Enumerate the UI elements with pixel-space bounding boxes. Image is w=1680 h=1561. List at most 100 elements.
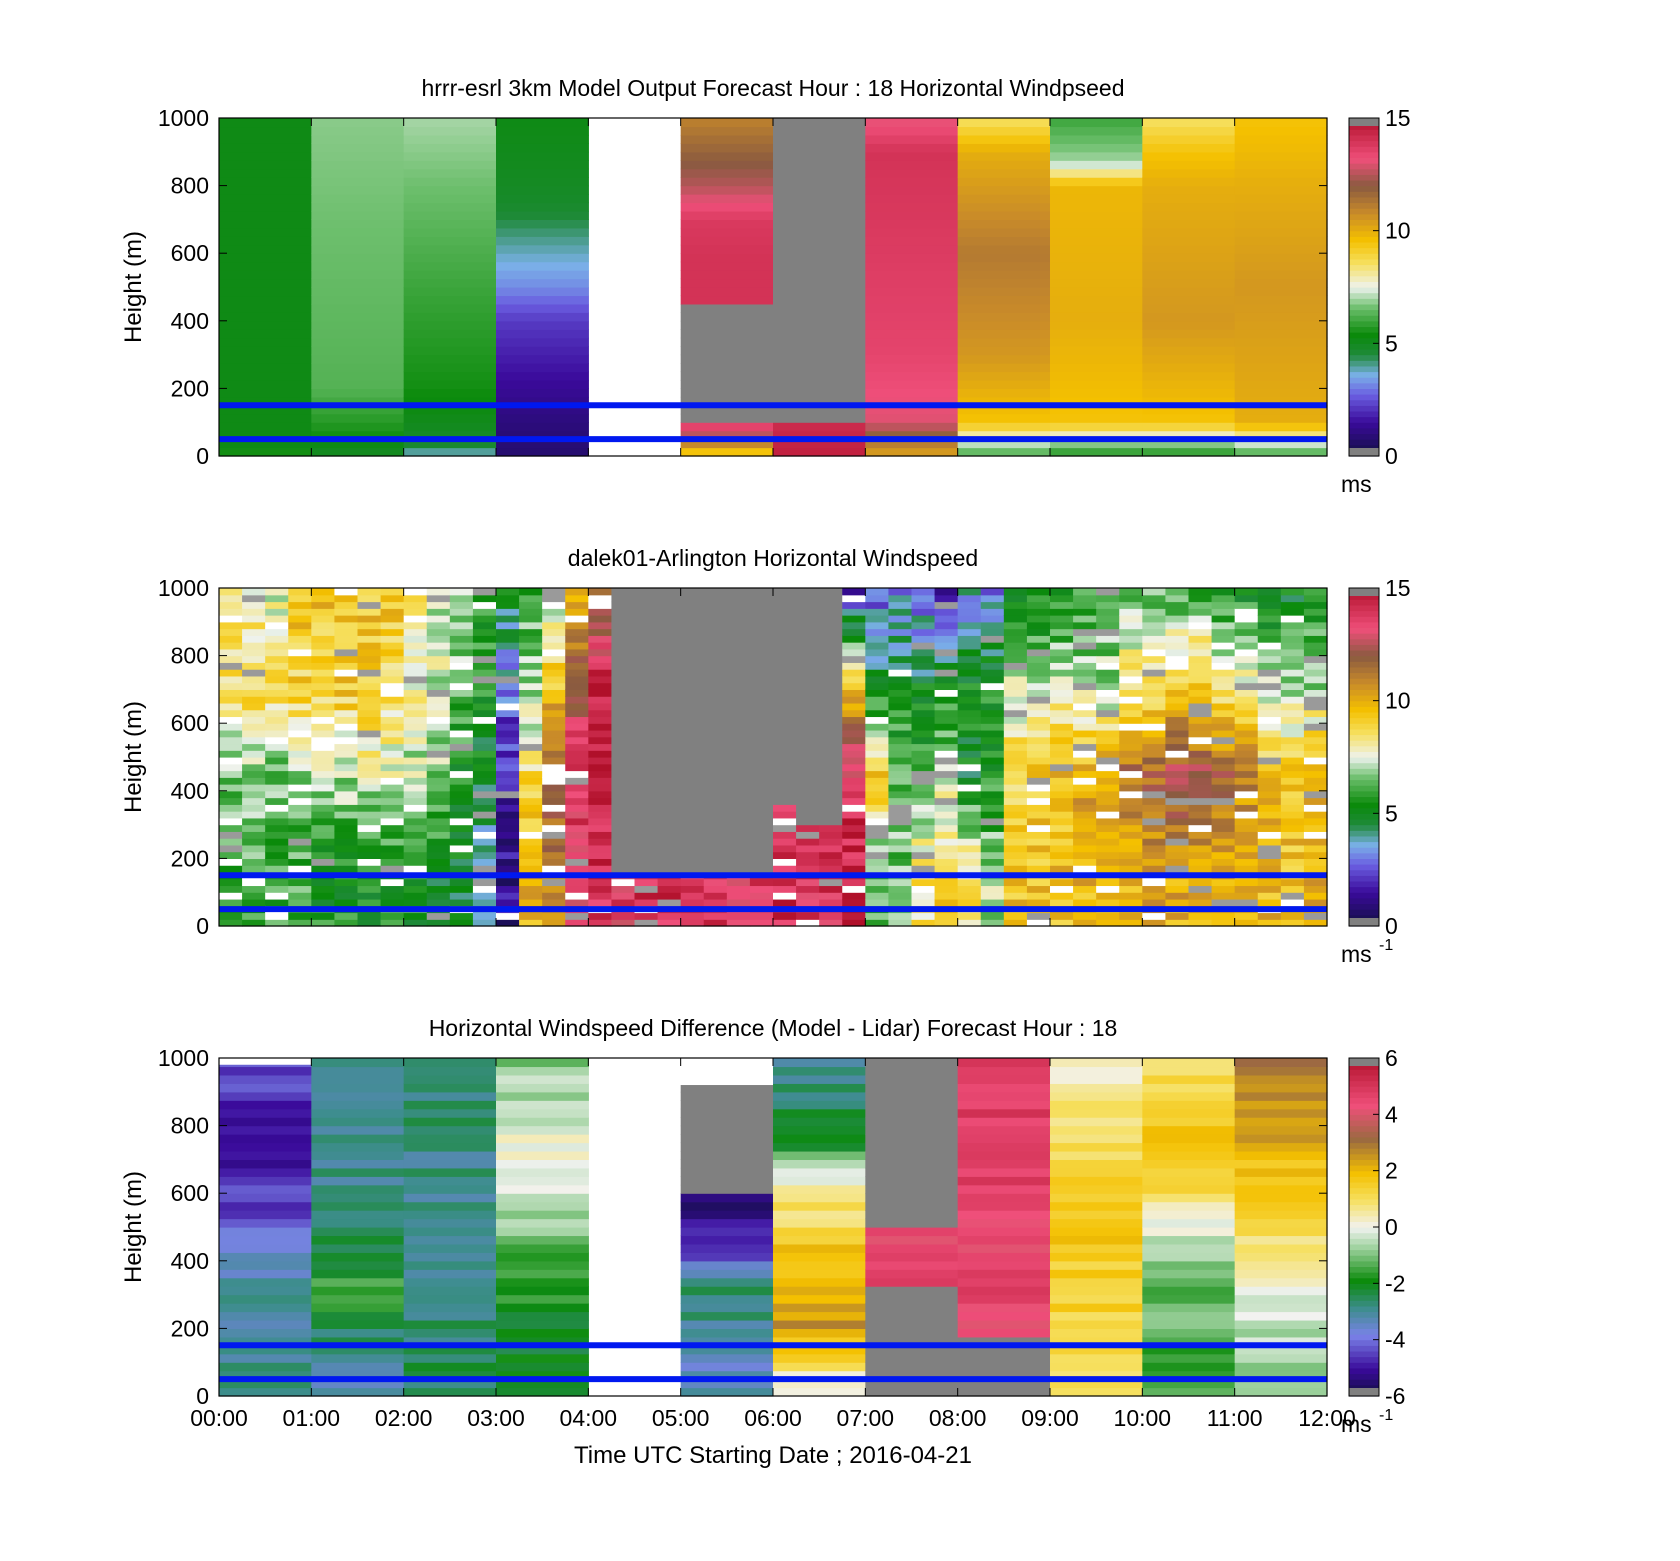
heatmap-cell (403, 811, 428, 819)
heatmap-cell (1026, 804, 1051, 812)
heatmap-cell (726, 669, 751, 677)
heatmap-cell (311, 379, 405, 389)
heatmap-cell (957, 729, 982, 738)
heatmap-cell (357, 838, 382, 846)
x-tick-label: 03:00 (467, 1405, 525, 1431)
heatmap-cell (403, 320, 497, 330)
heatmap-cell (911, 750, 936, 758)
heatmap-cell (773, 594, 797, 603)
heatmap-cell (911, 615, 936, 623)
heatmap-cell (980, 588, 1005, 596)
heatmap-cell (311, 777, 336, 785)
heatmap-cell (1142, 439, 1236, 449)
heatmap-cell (980, 709, 1005, 718)
heatmap-cell (657, 811, 682, 819)
heatmap-cell (657, 898, 682, 907)
heatmap-cell (519, 892, 543, 900)
heatmap-cell (403, 790, 428, 799)
heatmap-cell (1234, 168, 1328, 178)
heatmap-cell (865, 388, 959, 398)
heatmap-cell (796, 770, 820, 778)
heatmap-cell (1050, 287, 1143, 297)
heatmap-cell (265, 919, 289, 927)
heatmap-cell (842, 615, 866, 623)
heatmap-cell (542, 621, 566, 630)
colorbar-segment (1349, 864, 1379, 871)
heatmap-cell (334, 770, 359, 778)
heatmap-cell (311, 770, 336, 778)
heatmap-cell (403, 1252, 497, 1262)
heatmap-cell (680, 134, 774, 144)
heatmap-cell (496, 621, 520, 630)
heatmap-cell (1188, 770, 1213, 778)
heatmap-cell (426, 811, 451, 819)
heatmap-cell (796, 743, 820, 751)
heatmap-cell (403, 844, 428, 853)
heatmap-cell (934, 885, 959, 893)
heatmap-cell (565, 615, 589, 623)
heatmap-cell (773, 851, 797, 859)
heatmap-cell (496, 422, 589, 432)
heatmap-cell (1050, 655, 1074, 663)
heatmap-cell (403, 1345, 497, 1355)
heatmap-cell (219, 844, 243, 853)
heatmap-cell (865, 831, 890, 839)
heatmap-cell (542, 878, 566, 887)
heatmap-cell (1096, 635, 1120, 643)
heatmap-cell (1234, 662, 1259, 670)
heatmap-cell (219, 303, 312, 313)
heatmap-cell (334, 702, 359, 711)
heatmap-cell (219, 750, 243, 758)
heatmap-cell (680, 1159, 774, 1169)
heatmap-cell (403, 1294, 497, 1304)
heatmap-cell (1142, 729, 1167, 738)
heatmap-cell (1142, 1319, 1236, 1329)
heatmap-cell (496, 194, 589, 204)
heatmap-cell (749, 831, 774, 839)
heatmap-cell (1073, 709, 1097, 718)
heatmap-cell (380, 824, 405, 832)
heatmap-cell (519, 878, 543, 887)
heatmap-cell (1234, 1210, 1328, 1220)
heatmap-cell (957, 770, 982, 778)
heatmap-cell (565, 811, 589, 819)
heatmap-cell (957, 1201, 1051, 1211)
heatmap-cell (334, 689, 359, 697)
heatmap-cell (449, 919, 474, 927)
heatmap-cell (611, 838, 636, 846)
colorbar-segment (1349, 439, 1379, 446)
heatmap-cell (565, 892, 589, 900)
heatmap-cell (680, 1260, 774, 1270)
colorbar-segment (1349, 1317, 1379, 1324)
heatmap-cell (680, 885, 705, 893)
heatmap-cell (1003, 824, 1028, 832)
heatmap-cell (957, 371, 1051, 381)
heatmap-cell (865, 696, 890, 704)
heatmap-cell (426, 601, 451, 609)
heatmap-cell (380, 682, 405, 690)
heatmap-cell (1050, 1108, 1143, 1118)
heatmap-cell (288, 648, 312, 657)
heatmap-cell (1050, 1370, 1143, 1380)
colorbar-segment (1349, 796, 1379, 803)
heatmap-cell (773, 702, 797, 711)
heatmap-cell (380, 790, 405, 799)
heatmap-cell (1257, 621, 1282, 630)
colorbar-segment (1349, 1373, 1379, 1380)
heatmap-cell (403, 363, 497, 373)
colorbar-cap-top (1349, 118, 1379, 126)
heatmap-cell (1050, 194, 1143, 204)
heatmap-cell (957, 601, 982, 609)
heatmap-cell (957, 878, 982, 887)
heatmap-cell (1096, 696, 1120, 704)
colorbar-segment (1349, 1328, 1379, 1335)
heatmap-cell (957, 716, 982, 724)
heatmap-cell (1303, 831, 1328, 839)
heatmap-cell (1142, 675, 1167, 684)
heatmap-cell (980, 797, 1005, 805)
heatmap-cell (449, 642, 474, 650)
heatmap-cell (1165, 696, 1190, 704)
heatmap-cell (334, 844, 359, 853)
heatmap-cell (957, 865, 982, 873)
heatmap-cell (1142, 422, 1236, 432)
